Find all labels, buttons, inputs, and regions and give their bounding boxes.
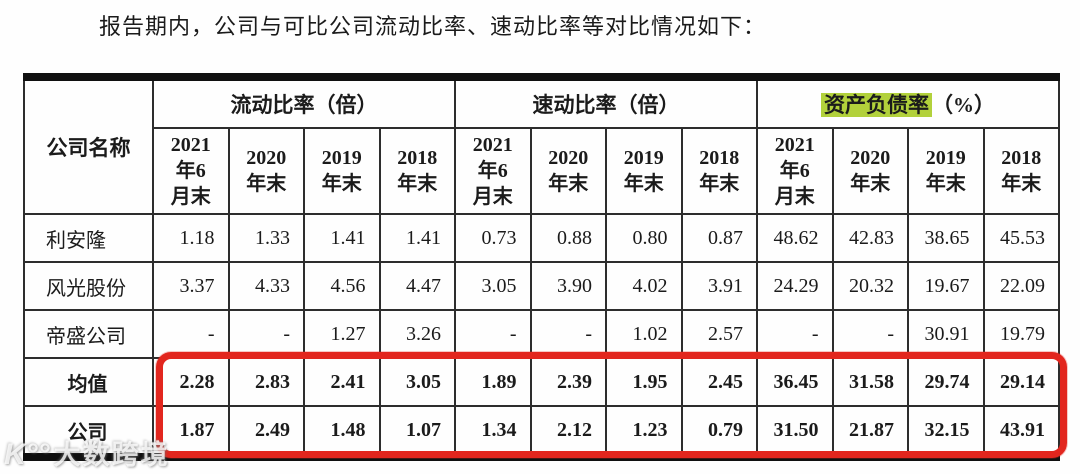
group-header-current-ratio: 流动比率（倍）	[152, 76, 456, 129]
value-cell: 2.57	[680, 309, 758, 359]
value-cell: 45.53	[982, 213, 1060, 263]
value-cell: 3.90	[529, 261, 607, 311]
table-row-company: 公司 1.87 2.49 1.48 1.07 1.34 2.12 1.23 0.…	[23, 405, 1060, 458]
period-header-cell: 2020 年末	[529, 127, 607, 215]
value-cell: -	[756, 309, 834, 359]
period-header-cell: 2020 年末	[831, 127, 909, 215]
value-cell: 2.45	[680, 357, 758, 407]
watermark-text: 大数跨境	[53, 440, 170, 470]
value-cell: 29.74	[907, 357, 985, 407]
value-cell: -	[227, 309, 305, 359]
watermark: K°° 大数跨境	[4, 433, 170, 472]
value-cell: 1.95	[605, 357, 683, 407]
table-row-disheng: 帝盛公司 - - 1.27 3.26 - - 1.02 2.57 - - 30.…	[23, 309, 1060, 359]
value-cell: 4.33	[227, 261, 305, 311]
value-cell: 36.45	[756, 357, 834, 407]
value-cell: 0.80	[605, 213, 683, 263]
value-cell: 48.62	[756, 213, 834, 263]
value-cell: 2.28	[152, 357, 230, 407]
value-cell: 32.15	[907, 405, 985, 458]
value-cell: 1.48	[303, 405, 381, 458]
value-cell: 20.32	[831, 261, 909, 311]
row-label-mean: 均值	[23, 357, 154, 407]
table-row-mean: 均值 2.28 2.83 2.41 3.05 1.89 2.39 1.95 2.…	[23, 357, 1060, 407]
value-cell: 31.50	[756, 405, 834, 458]
company-name: 风光股份	[23, 261, 154, 311]
value-cell: 0.88	[529, 213, 607, 263]
value-cell: 30.91	[907, 309, 985, 359]
value-cell: 19.67	[907, 261, 985, 311]
corner-header-company-name: 公司名称	[23, 76, 154, 215]
value-cell: 2.39	[529, 357, 607, 407]
value-cell: 19.79	[982, 309, 1060, 359]
value-cell: 2.12	[529, 405, 607, 458]
value-cell: 1.18	[152, 213, 230, 263]
period-header-cell: 2021 年6 月末	[454, 127, 532, 215]
value-cell: 2.49	[227, 405, 305, 458]
value-cell: 3.26	[378, 309, 456, 359]
value-cell: 1.34	[454, 405, 532, 458]
value-cell: 1.87	[152, 405, 230, 458]
value-cell: 1.41	[303, 213, 381, 263]
period-header-cell: 2021 年6 月末	[756, 127, 834, 215]
value-cell: 42.83	[831, 213, 909, 263]
group-header-quick-ratio: 速动比率（倍）	[454, 76, 758, 129]
value-cell: 43.91	[982, 405, 1060, 458]
value-cell: 21.87	[831, 405, 909, 458]
period-header-cell: 2018 年末	[982, 127, 1060, 215]
comparison-table-wrapper: 公司名称 流动比率（倍） 速动比率（倍） 资产负债率 （%） 2021 年6 月末 2…	[23, 73, 1060, 461]
table-row-fengguang: 风光股份 3.37 4.33 4.56 4.47 3.05 3.90 4.02 …	[23, 261, 1060, 311]
value-cell: 2.83	[227, 357, 305, 407]
period-header-cell: 2018 年末	[680, 127, 758, 215]
ratio-comparison-table: 公司名称 流动比率（倍） 速动比率（倍） 资产负债率 （%） 2021 年6 月末 2…	[23, 73, 1060, 461]
value-cell: 3.37	[152, 261, 230, 311]
value-cell: -	[529, 309, 607, 359]
value-cell: 31.58	[831, 357, 909, 407]
group-header-row: 公司名称 流动比率（倍） 速动比率（倍） 资产负债率 （%）	[23, 76, 1060, 215]
value-cell: 24.29	[756, 261, 834, 311]
value-cell: 4.56	[303, 261, 381, 311]
value-cell: 1.23	[605, 405, 683, 458]
company-name: 利安隆	[23, 213, 154, 263]
watermark-logo-icon: K°°	[4, 438, 50, 471]
value-cell: 0.79	[680, 405, 758, 458]
value-cell: 1.33	[227, 213, 305, 263]
value-cell: 1.27	[303, 309, 381, 359]
value-cell: 0.73	[454, 213, 532, 263]
value-cell: -	[831, 309, 909, 359]
value-cell: -	[454, 309, 532, 359]
period-header-cell: 2019 年末	[605, 127, 683, 215]
value-cell: 1.07	[378, 405, 456, 458]
debt-ratio-unit: （%）	[932, 93, 995, 117]
period-header-cell: 2018 年末	[378, 127, 456, 215]
value-cell: 1.89	[454, 357, 532, 407]
period-header-cell: 2020 年末	[227, 127, 305, 215]
value-cell: 3.05	[378, 357, 456, 407]
value-cell: 22.09	[982, 261, 1060, 311]
value-cell: -	[152, 309, 230, 359]
value-cell: 4.02	[605, 261, 683, 311]
value-cell: 0.87	[680, 213, 758, 263]
period-header-cell: 2019 年末	[907, 127, 985, 215]
period-header-cell: 2021 年6 月末	[152, 127, 230, 215]
value-cell: 2.41	[303, 357, 381, 407]
value-cell: 38.65	[907, 213, 985, 263]
value-cell: 4.47	[378, 261, 456, 311]
value-cell: 1.02	[605, 309, 683, 359]
value-cell: 3.05	[454, 261, 532, 311]
table-row-lianlong: 利安隆 1.18 1.33 1.41 1.41 0.73 0.88 0.80 0…	[23, 213, 1060, 263]
value-cell: 3.91	[680, 261, 758, 311]
period-header-row: 2021 年6 月末 2020 年末 2019 年末 2018 年末 2021 年6 月末 2…	[24, 127, 1060, 215]
value-cell: 1.41	[378, 213, 456, 263]
debt-ratio-highlight: 资产负债率	[821, 93, 932, 117]
value-cell: 29.14	[982, 357, 1060, 407]
company-name: 帝盛公司	[23, 309, 154, 359]
group-header-debt-ratio: 资产负债率 （%）	[756, 76, 1060, 129]
period-header-cell: 2019 年末	[303, 127, 381, 215]
page-title: 报告期内，公司与可比公司流动比率、速动比率等对比情况如下：	[99, 14, 767, 39]
row-label-company: 公司	[23, 405, 154, 458]
